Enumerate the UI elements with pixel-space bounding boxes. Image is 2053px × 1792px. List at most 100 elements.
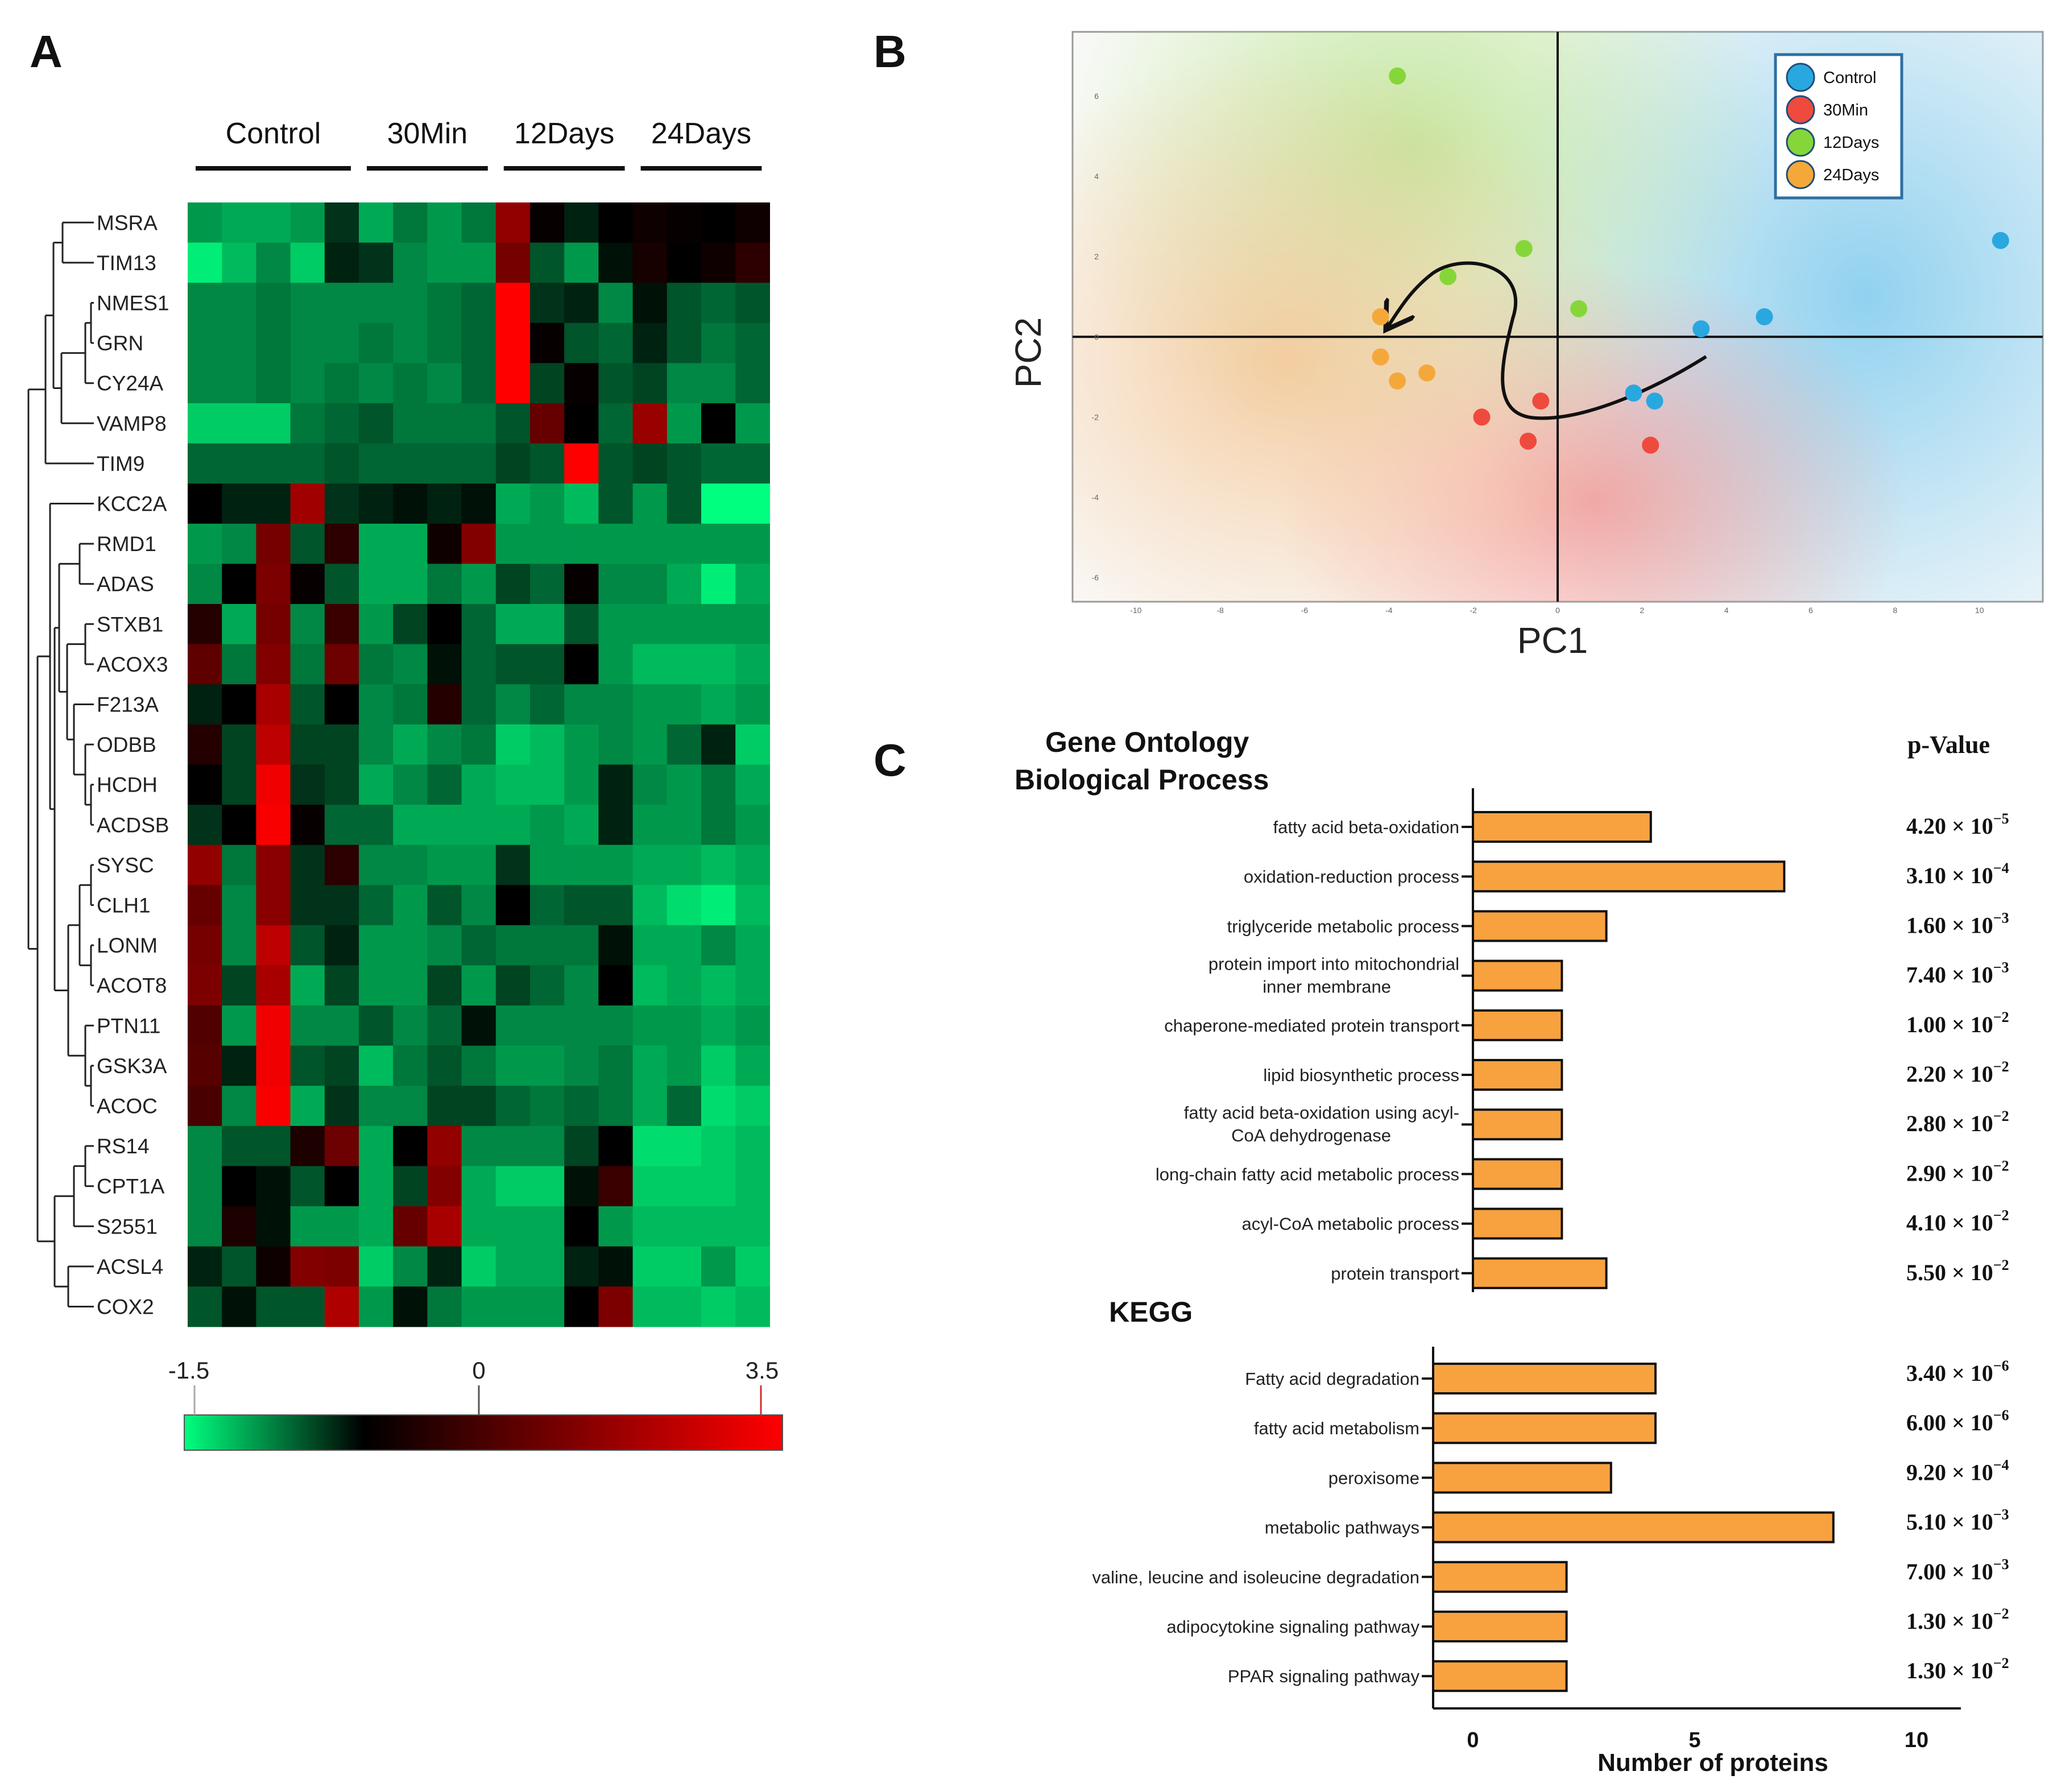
heatmap-cell	[495, 925, 531, 966]
heatmap-cell	[564, 764, 599, 805]
heatmap-cell	[256, 202, 291, 243]
heatmap-cell	[188, 443, 222, 484]
heatmap-cell	[393, 1005, 428, 1046]
enrichment-category-label: long-chain fatty acid metabolic process	[1156, 1164, 1459, 1184]
heatmap-cell	[359, 724, 394, 765]
pvalue-mantissa: 4.10 × 10	[1906, 1210, 1993, 1236]
pvalue-exponent: −6	[1993, 1407, 2009, 1423]
pca-point	[1515, 240, 1533, 257]
heatmap-cell	[393, 1125, 428, 1166]
colorbar-label-mid: 0	[472, 1357, 485, 1384]
heatmap-cell	[530, 564, 565, 605]
pca-region-24days	[1073, 45, 1638, 602]
heatmap-cell	[598, 1246, 634, 1287]
heatmap-row-label: STXB1	[97, 612, 163, 636]
heatmap-cell	[324, 1206, 359, 1247]
kegg-section-title: KEGG	[1109, 1296, 1193, 1328]
panel-letter-c: C	[874, 735, 907, 785]
enrichment-pvalue: 5.10 × 10−3	[1906, 1507, 2009, 1535]
heatmap-cell	[188, 564, 222, 605]
heatmap-cell	[256, 363, 291, 404]
heatmap-cell	[290, 1086, 325, 1127]
heatmap-cell	[598, 523, 634, 564]
heatmap-group-label: 30Min	[387, 117, 468, 150]
heatmap-cell	[324, 1125, 359, 1166]
heatmap-cell	[427, 684, 462, 725]
heatmap-row-label: ODBB	[97, 733, 156, 756]
heatmap-cell	[564, 483, 599, 524]
heatmap-cell	[393, 564, 428, 605]
heatmap-cell	[564, 202, 599, 243]
heatmap-cell	[222, 604, 256, 645]
heatmap-cell	[256, 845, 291, 885]
heatmap-cell	[598, 1125, 634, 1166]
enrichment-category-label: CoA dehydrogenase	[1231, 1125, 1391, 1145]
heatmap-cell	[324, 1286, 359, 1327]
heatmap-cell	[598, 1045, 634, 1086]
heatmap-cell	[701, 684, 736, 725]
heatmap-cell	[598, 1086, 634, 1127]
heatmap-cell	[256, 283, 291, 324]
pvalue-header: p-Value	[1907, 731, 1990, 759]
enrichment-bar	[1472, 910, 1608, 942]
heatmap-cell	[632, 403, 668, 444]
heatmap-cell	[427, 403, 462, 444]
heatmap-cell	[530, 283, 565, 324]
heatmap-cell	[564, 1206, 599, 1247]
heatmap-cell	[530, 1206, 565, 1247]
heatmap-row-label: ACSL4	[97, 1255, 163, 1278]
pvalue-exponent: −2	[1993, 1605, 2009, 1622]
heatmap-row-label: RMD1	[97, 532, 156, 556]
pca-y-tick-label: 6	[1094, 92, 1099, 101]
heatmap-cell	[701, 805, 736, 846]
heatmap-cell	[495, 1125, 531, 1166]
heatmap-cell	[461, 1005, 496, 1046]
heatmap-cell	[222, 1206, 256, 1247]
heatmap-cell	[427, 644, 462, 685]
pvalue-mantissa: 1.30 × 10	[1906, 1608, 1993, 1634]
heatmap-cell	[290, 1125, 325, 1166]
heatmap-cell	[324, 242, 359, 283]
heatmap-cell	[359, 604, 394, 645]
heatmap-cell	[427, 564, 462, 605]
heatmap-cell	[324, 684, 359, 725]
heatmap-cell	[290, 523, 325, 564]
heatmap-cell	[324, 403, 359, 444]
heatmap-cell	[461, 724, 496, 765]
heatmap-cell	[667, 283, 702, 324]
heatmap-cell	[598, 845, 634, 885]
heatmap-cell	[735, 523, 770, 564]
heatmap-cell	[701, 1246, 736, 1287]
heatmap-cell	[667, 1286, 702, 1327]
heatmap-cell	[632, 322, 668, 363]
heatmap-cell	[632, 242, 668, 283]
heatmap-cell	[735, 724, 770, 765]
heatmap-cell	[530, 483, 565, 524]
heatmap-cell	[667, 684, 702, 725]
heatmap-cell	[290, 885, 325, 926]
heatmap-cell	[359, 322, 394, 363]
heatmap-dendrogram	[27, 221, 94, 1307]
heatmap-cell	[359, 1246, 394, 1287]
heatmap-cell	[598, 363, 634, 404]
heatmap-cell	[701, 1086, 736, 1127]
heatmap-cell	[222, 1045, 256, 1086]
heatmap-cell	[359, 564, 394, 605]
heatmap-cell	[461, 1206, 496, 1247]
enrichment-pvalue: 1.30 × 10−2	[1906, 1605, 2009, 1634]
heatmap-cell	[359, 1206, 394, 1247]
heatmap-cell	[427, 202, 462, 243]
heatmap-cell	[495, 363, 531, 404]
heatmap-cell	[222, 845, 256, 885]
pvalue-exponent: −6	[1993, 1358, 2009, 1374]
heatmap-cell	[735, 1206, 770, 1247]
pvalue-exponent: −2	[1993, 1655, 2009, 1671]
heatmap-row-label: CPT1A	[97, 1175, 165, 1198]
heatmap-cell	[359, 644, 394, 685]
heatmap-cell	[427, 242, 462, 283]
heatmap-cell	[598, 403, 634, 444]
heatmap-cell	[427, 1166, 462, 1207]
enrichment-pvalue: 7.00 × 10−3	[1906, 1556, 2009, 1584]
pca-point	[1418, 364, 1436, 382]
heatmap-cell	[461, 885, 496, 926]
